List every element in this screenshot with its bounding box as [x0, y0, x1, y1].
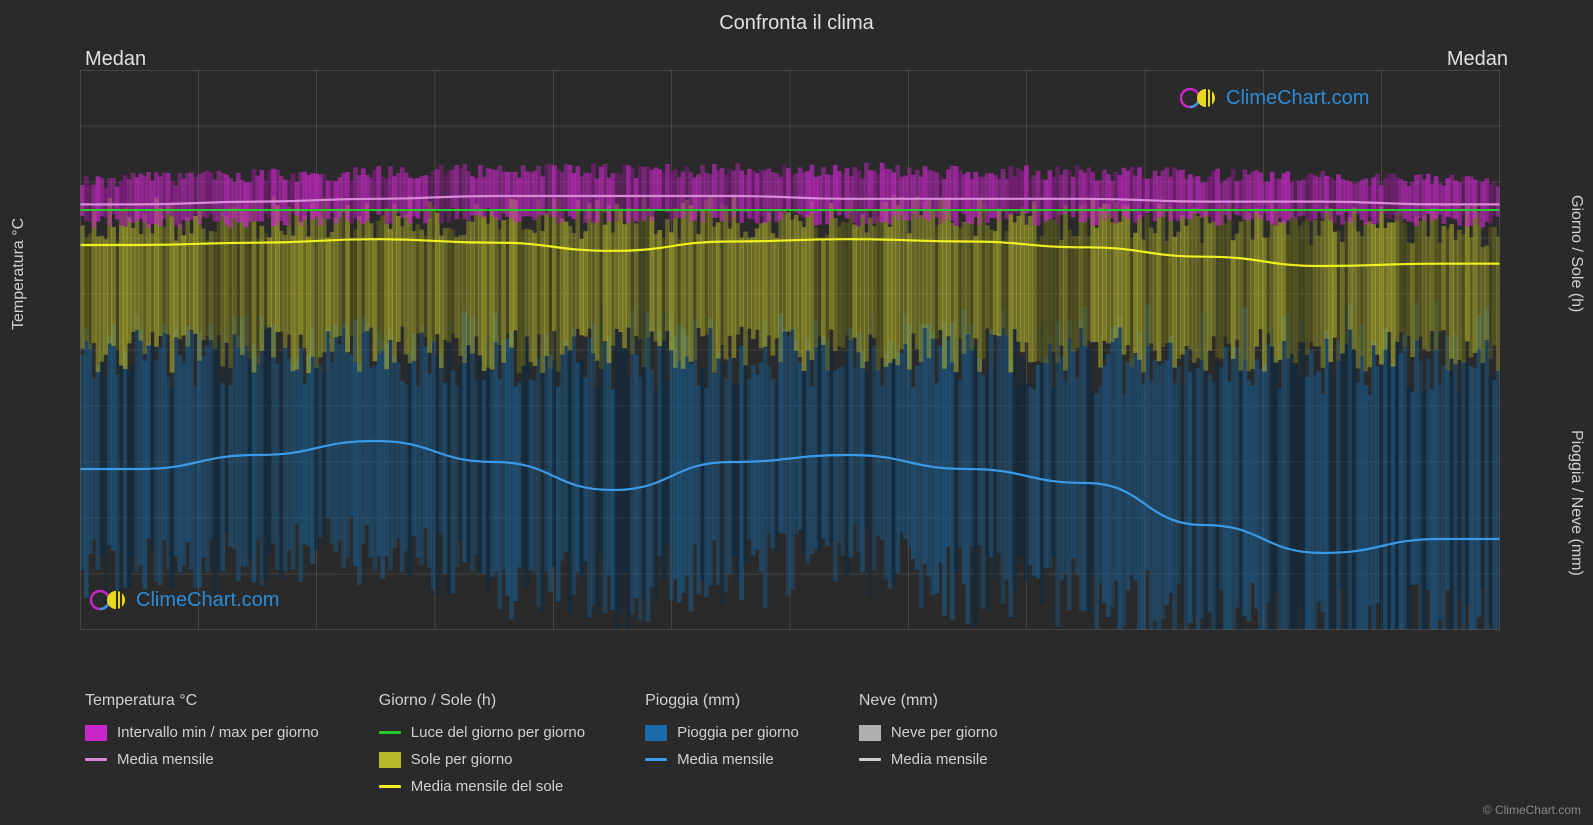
y-axis-left-label: Temperatura °C	[10, 218, 28, 330]
legend-header: Temperatura °C	[85, 692, 319, 710]
legend-label: Intervallo min / max per giorno	[117, 724, 319, 741]
y-axis-right-bottom-label: Pioggia / Neve (mm)	[1567, 430, 1585, 576]
watermark-logo-icon	[1180, 86, 1220, 110]
legend-swatch	[645, 758, 667, 761]
legend-item: Media mensile	[859, 751, 998, 768]
location-label-right: Medan	[1447, 48, 1508, 71]
chart-legend: Temperatura °C Intervallo min / max per g…	[85, 692, 1508, 795]
legend-swatch	[859, 725, 881, 741]
legend-column: Neve (mm) Neve per giorno Media mensile	[859, 692, 998, 795]
legend-swatch	[85, 725, 107, 741]
legend-swatch	[859, 758, 881, 761]
legend-swatch	[645, 725, 667, 741]
legend-label: Media mensile del sole	[411, 778, 564, 795]
watermark-text: ClimeChart.com	[1226, 87, 1369, 110]
chart-title: Confronta il clima	[0, 0, 1593, 35]
legend-header: Neve (mm)	[859, 692, 998, 710]
legend-item: Media mensile	[645, 751, 799, 768]
location-label-left: Medan	[85, 48, 146, 71]
legend-header: Giorno / Sole (h)	[379, 692, 585, 710]
legend-header: Pioggia (mm)	[645, 692, 799, 710]
y-axis-right-top-label: Giorno / Sole (h)	[1567, 195, 1585, 312]
legend-item: Intervallo min / max per giorno	[85, 724, 319, 741]
legend-label: Neve per giorno	[891, 724, 998, 741]
watermark: ClimeChart.com	[90, 588, 279, 612]
copyright-label: © ClimeChart.com	[1483, 803, 1581, 817]
legend-label: Media mensile	[117, 751, 214, 768]
watermark: ClimeChart.com	[1180, 86, 1369, 110]
legend-label: Media mensile	[677, 751, 774, 768]
legend-column: Giorno / Sole (h) Luce del giorno per gio…	[379, 692, 585, 795]
legend-label: Media mensile	[891, 751, 988, 768]
legend-swatch	[379, 785, 401, 788]
legend-item: Pioggia per giorno	[645, 724, 799, 741]
climate-chart-container: Confronta il clima Medan Medan Temperatu…	[0, 0, 1593, 825]
legend-label: Luce del giorno per giorno	[411, 724, 585, 741]
legend-item: Neve per giorno	[859, 724, 998, 741]
legend-item: Media mensile	[85, 751, 319, 768]
legend-column: Pioggia (mm) Pioggia per giorno Media mens…	[645, 692, 799, 795]
legend-swatch	[379, 731, 401, 734]
legend-label: Sole per giorno	[411, 751, 513, 768]
legend-item: Sole per giorno	[379, 751, 585, 768]
legend-item: Luce del giorno per giorno	[379, 724, 585, 741]
legend-label: Pioggia per giorno	[677, 724, 799, 741]
legend-column: Temperatura °C Intervallo min / max per g…	[85, 692, 319, 795]
legend-swatch	[85, 758, 107, 761]
watermark-text: ClimeChart.com	[136, 589, 279, 612]
watermark-logo-icon	[90, 588, 130, 612]
chart-plot-area: -50-40-30-20-100102030405006121824010203…	[80, 70, 1500, 630]
legend-item: Media mensile del sole	[379, 778, 585, 795]
legend-swatch	[379, 752, 401, 768]
